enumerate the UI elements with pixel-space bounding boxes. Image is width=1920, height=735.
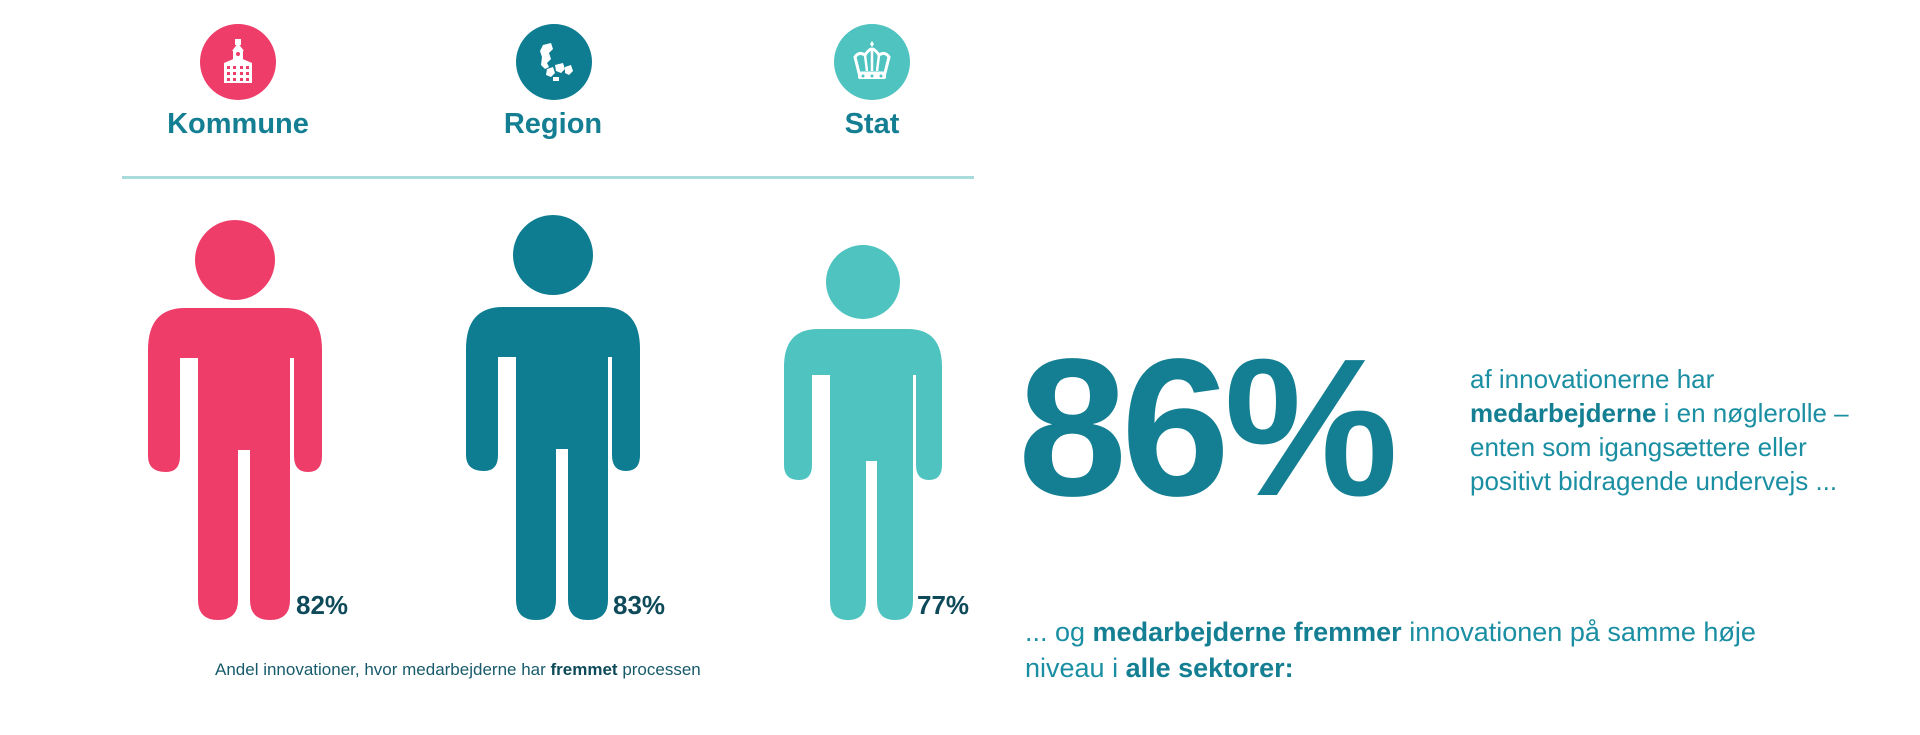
person-figure-kommune: [148, 220, 322, 620]
town-hall-icon: [224, 39, 252, 83]
denmark-map-icon: [540, 43, 573, 81]
chart-caption: Andel innovationer, hvor medarbejderne h…: [215, 660, 701, 679]
crown-icon: [853, 41, 891, 79]
value-label-stat: 77%: [917, 590, 970, 620]
sector-label-kommune: Kommune: [167, 108, 309, 140]
sector-label-region: Region: [503, 108, 603, 140]
footer-statement: ... og medarbejderne fremmer innovatione…: [1025, 617, 1756, 683]
value-label-kommune: 82%: [296, 590, 349, 620]
sector-label-stat: Stat: [844, 108, 900, 140]
headline-description: af innovationerne har medarbejderne i en…: [1470, 364, 1849, 496]
person-figure-stat: [784, 245, 942, 620]
footer-bold-2: alle sektorer:: [1125, 653, 1294, 683]
footer-bold-1: medarbejderne fremmer: [1092, 617, 1402, 647]
divider-line: [122, 176, 974, 179]
headline-bold: medarbejderne: [1470, 398, 1657, 428]
caption-bold: fremmet: [550, 660, 618, 679]
kommune-icon-circle: [200, 24, 276, 100]
region-icon-circle: [516, 24, 592, 100]
stat-icon-circle: [834, 24, 910, 100]
value-label-region: 83%: [613, 590, 666, 620]
headline-percent: 86%: [1018, 318, 1398, 537]
person-figure-region: [466, 215, 640, 620]
